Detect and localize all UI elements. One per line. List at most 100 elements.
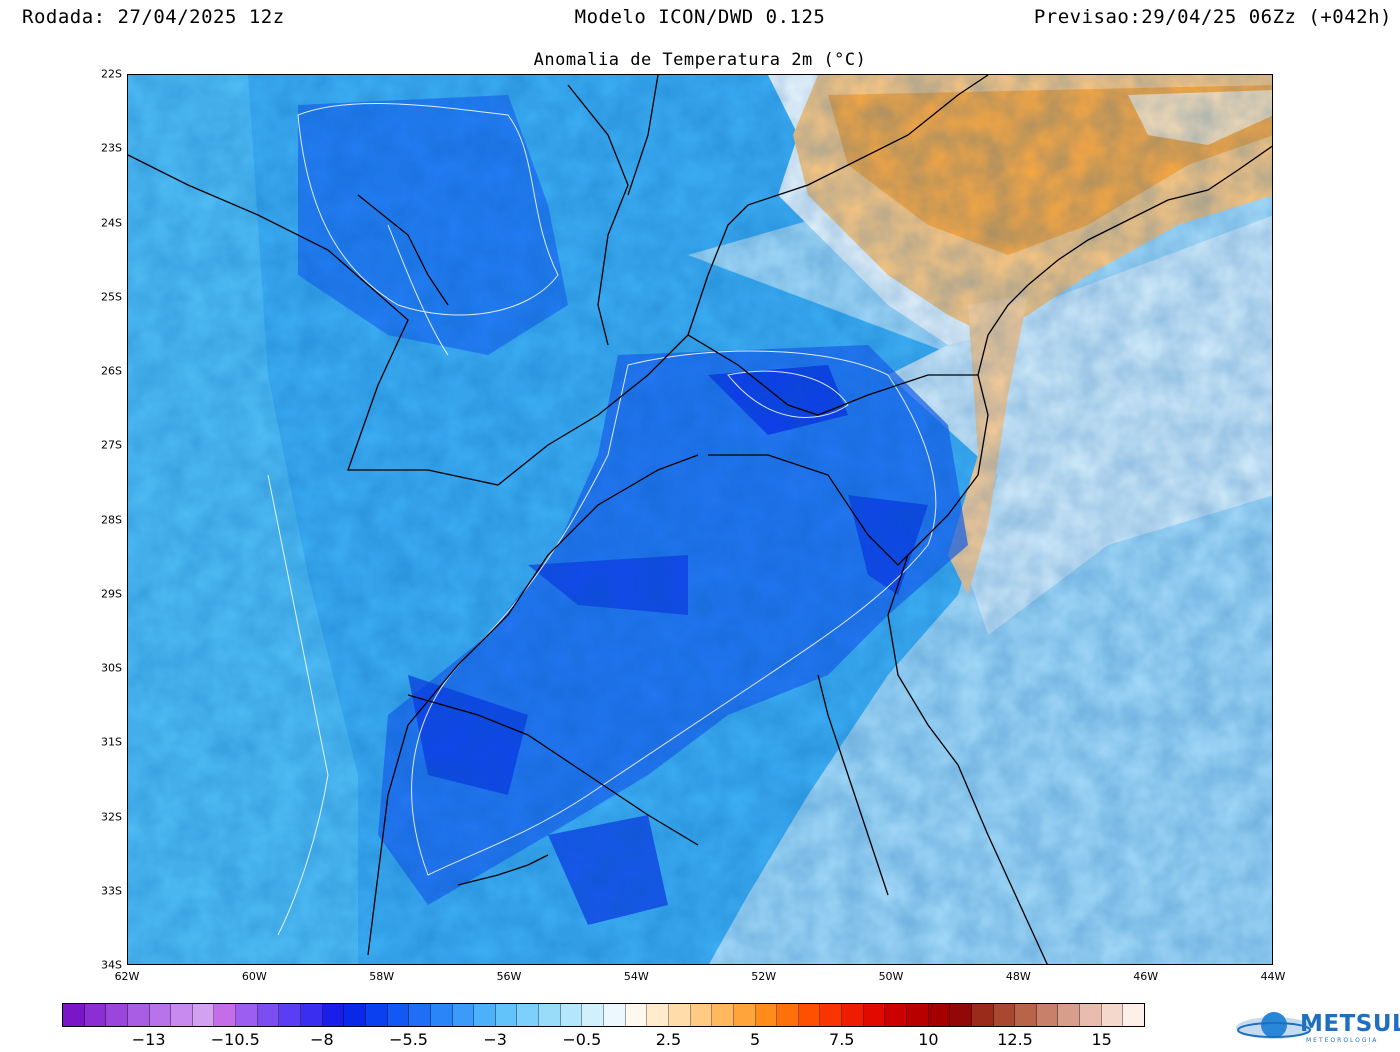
colorbar-swatch: [1101, 1004, 1124, 1026]
border-line-south: [128, 154, 978, 486]
logo-subtext: METEOROLOGIA: [1306, 1037, 1379, 1044]
colorbar-swatch: [409, 1004, 431, 1026]
colorbar-label: 12.5: [997, 1030, 1033, 1049]
lon-label: 56W: [496, 970, 522, 983]
colorbar-swatch: [1080, 1004, 1102, 1026]
colorbar-swatch: [820, 1004, 843, 1026]
logo-text: METSUL: [1300, 1011, 1400, 1037]
lon-label: 46W: [1133, 970, 1159, 983]
colorbar-label: 2.5: [655, 1030, 682, 1049]
colorbar-swatch: [344, 1004, 366, 1026]
colorbar-label: −3: [483, 1030, 507, 1049]
colorbar-swatch: [149, 1004, 172, 1026]
rio-da-prata: [457, 854, 549, 886]
border-line-paraguay-brazil: [567, 84, 629, 346]
border-line-uruguay-brazil: [407, 694, 699, 846]
colorbar-swatch: [712, 1004, 734, 1026]
colorbar-swatch: [495, 1004, 518, 1026]
lat-label: 30S: [101, 661, 122, 675]
colorbar-swatch: [430, 1004, 453, 1026]
colorbar-swatch: [1015, 1004, 1037, 1026]
colorbar-swatch: [214, 1004, 237, 1026]
colorbar-swatch: [279, 1004, 302, 1026]
colorbar-swatch: [993, 1004, 1016, 1026]
lat-label: 32S: [101, 810, 122, 823]
colorbar-swatch: [474, 1004, 496, 1026]
colorbar-swatch: [863, 1004, 886, 1026]
lon-label: 44W: [1260, 970, 1286, 983]
colorbar-swatch: [733, 1004, 756, 1026]
colorbar-swatch: [560, 1004, 583, 1026]
metsul-logo-icon: [1236, 1012, 1312, 1039]
field-texture: [128, 75, 1272, 964]
colorbar-swatch: [322, 1004, 345, 1026]
border-line-paraguay-argentina: [357, 194, 449, 306]
colorbar-swatch: [777, 1004, 799, 1026]
colorbar-swatch: [127, 1004, 150, 1026]
model-label: Modelo ICON/DWD 0.125: [574, 6, 826, 28]
colorbar-swatch: [604, 1004, 626, 1026]
colorbar-swatch: [625, 1004, 648, 1026]
colorbar-label: 15: [1091, 1030, 1112, 1049]
colorbar-swatch: [387, 1004, 410, 1026]
colorbar-swatch: [971, 1004, 994, 1026]
colorbar-label: 5: [750, 1030, 761, 1049]
lon-label: 62W: [114, 970, 140, 983]
colorbar-swatch: [365, 1004, 388, 1026]
run-time-label: Rodada: 27/04/2025 12z: [22, 6, 285, 28]
colorbar-swatch: [84, 1004, 107, 1026]
temperature-anomaly-map: [127, 74, 1273, 965]
colorbar-swatch: [106, 1004, 128, 1026]
border-line-pr-ms: [687, 204, 749, 336]
lat-label: 22S: [101, 67, 122, 81]
map-svg: [128, 75, 1272, 964]
lat-label: 24S: [101, 216, 122, 229]
lat-label: 33S: [101, 884, 122, 898]
lon-label: 54W: [623, 970, 649, 983]
colorbar-swatch: [582, 1004, 605, 1026]
lat-label: 23S: [101, 141, 122, 155]
colorbar-swatch: [517, 1004, 540, 1026]
colorbar-label: −0.5: [562, 1030, 602, 1049]
colorbar-swatch: [1058, 1004, 1081, 1026]
lagoa-dos-patos: [817, 674, 889, 896]
lon-label: 58W: [369, 970, 395, 983]
colorbar-swatch: [928, 1004, 951, 1026]
colorbar-swatch: [1036, 1004, 1059, 1026]
colorbar-swatch: [452, 1004, 475, 1026]
forecast-time-label: Previsao:29/04/25 06Zz (+042h): [1033, 6, 1392, 28]
colorbar-swatch: [690, 1004, 713, 1026]
lat-label: 34S: [101, 958, 122, 972]
colorbar-label: −8: [310, 1030, 334, 1049]
colorbar-swatch: [906, 1004, 929, 1026]
lat-label: 28S: [101, 513, 122, 526]
colorbar-swatch: [842, 1004, 864, 1026]
lon-label: 50W: [878, 970, 904, 983]
colorbar-label: −13: [131, 1030, 166, 1049]
lon-label: 48W: [1005, 970, 1031, 983]
colorbar-label: 10: [918, 1030, 939, 1049]
colorbar-swatch: [647, 1004, 669, 1026]
colorbar-swatch: [539, 1004, 561, 1026]
lat-label: 31S: [101, 735, 122, 749]
border-line-sp-mg: [747, 75, 989, 206]
colorbar-swatch: [63, 1004, 85, 1026]
colorbar: [62, 1003, 1145, 1027]
colorbar-swatch: [257, 1004, 280, 1026]
lat-label: 27S: [101, 438, 122, 452]
colorbar-swatch: [755, 1004, 778, 1026]
colorbar-label: 7.5: [829, 1030, 855, 1049]
colorbar-swatch: [950, 1004, 972, 1026]
map-title: Anomalia de Temperatura 2m (°C): [533, 50, 867, 70]
colorbar-swatch: [668, 1004, 691, 1026]
lat-label: 26S: [101, 364, 122, 378]
border-line-ms: [627, 75, 659, 196]
colorbar-swatch: [885, 1004, 907, 1026]
colorbar-swatch: [301, 1004, 323, 1026]
colorbar-swatch: [171, 1004, 193, 1026]
lat-label: 25S: [101, 290, 122, 304]
colorbar-swatch: [192, 1004, 215, 1026]
lat-label: 29S: [101, 587, 122, 601]
lon-label: 52W: [751, 970, 777, 983]
border-line-sc-rs: [708, 454, 909, 566]
